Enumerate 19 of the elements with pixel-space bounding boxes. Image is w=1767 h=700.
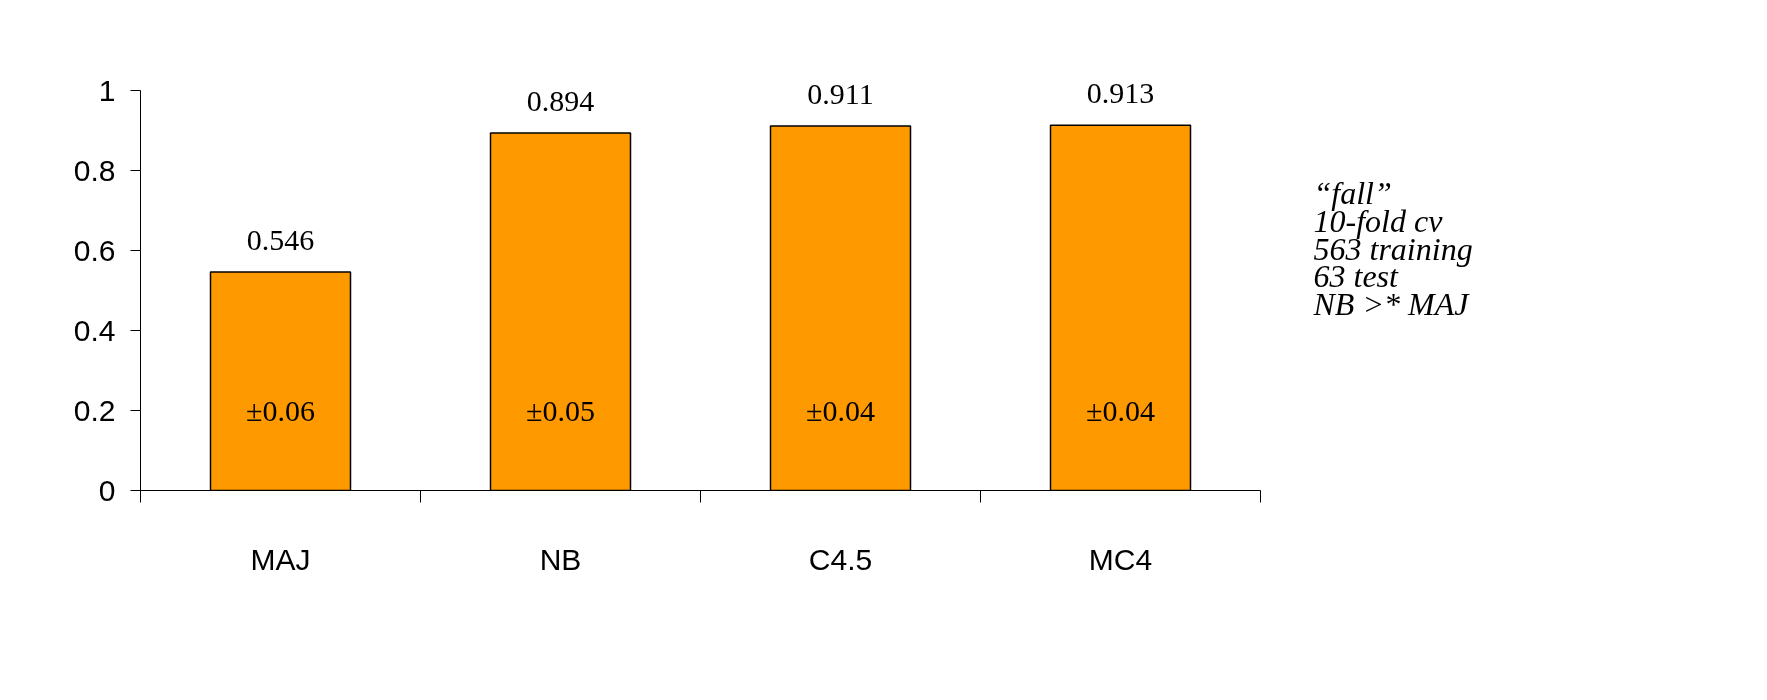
annotation: ±0.04: [806, 394, 875, 427]
data-label: 0.894: [526, 83, 595, 117]
annotation: ±0.04: [1086, 394, 1155, 427]
x-tick-label: MC4: [1088, 542, 1153, 576]
y-tick-label: 0.8: [73, 153, 116, 187]
data-label: 0.913: [1086, 76, 1155, 110]
data-label: 0.546: [246, 223, 315, 257]
annotation: ±0.05: [526, 394, 595, 427]
y-tick-label: 0.4: [73, 313, 116, 347]
x-tick-label: MAJ: [250, 542, 311, 576]
data-label: 0.911: [807, 77, 874, 111]
annotation: ±0.06: [246, 394, 315, 427]
text: NB >* MAJ: [1312, 286, 1471, 323]
y-tick-label: 0.2: [73, 393, 116, 427]
x-tick-label: NB: [539, 542, 582, 576]
y-tick-label: 0: [98, 473, 116, 507]
x-tick-label: C4.5: [808, 542, 873, 576]
y-tick-label: 0.6: [73, 233, 116, 267]
y-tick-label: 1: [98, 73, 116, 107]
